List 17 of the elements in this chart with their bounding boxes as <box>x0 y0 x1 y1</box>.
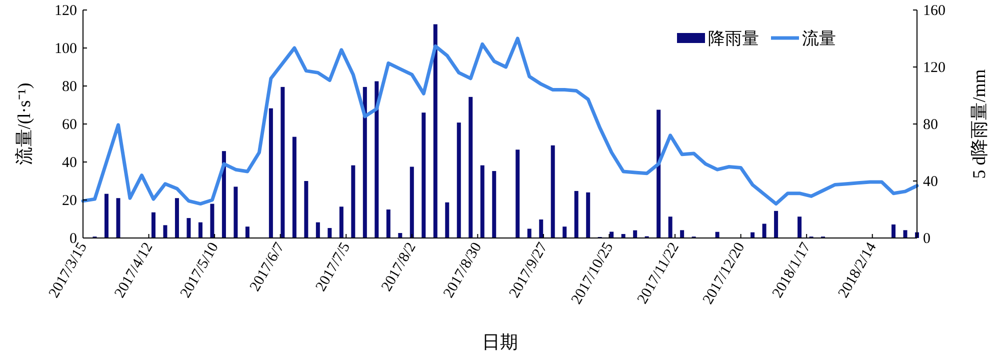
y2-tick-label: 40 <box>923 174 938 190</box>
y2-tick-label: 120 <box>923 60 946 76</box>
y-tick-label: 80 <box>62 79 77 95</box>
y-tick-label: 120 <box>54 3 77 19</box>
y-tick-label: 100 <box>54 41 77 57</box>
y-tick-label: 0 <box>70 231 77 247</box>
y2-tick-label: 160 <box>923 3 946 19</box>
y-tick-label: 40 <box>62 155 77 171</box>
y2-axis-title: 5 d降雨量/mm <box>969 69 989 179</box>
legend-label: 流量 <box>802 29 836 48</box>
legend-label: 降雨量 <box>708 29 759 48</box>
y-tick-label: 60 <box>62 117 77 133</box>
y-tick-label: 20 <box>62 193 77 209</box>
y2-tick-label: 0 <box>923 231 930 247</box>
y-axis-title: 流量/(l·s⁻¹) <box>14 82 34 166</box>
x-axis-title: 日期 <box>482 332 518 352</box>
y2-tick-label: 80 <box>923 117 938 133</box>
